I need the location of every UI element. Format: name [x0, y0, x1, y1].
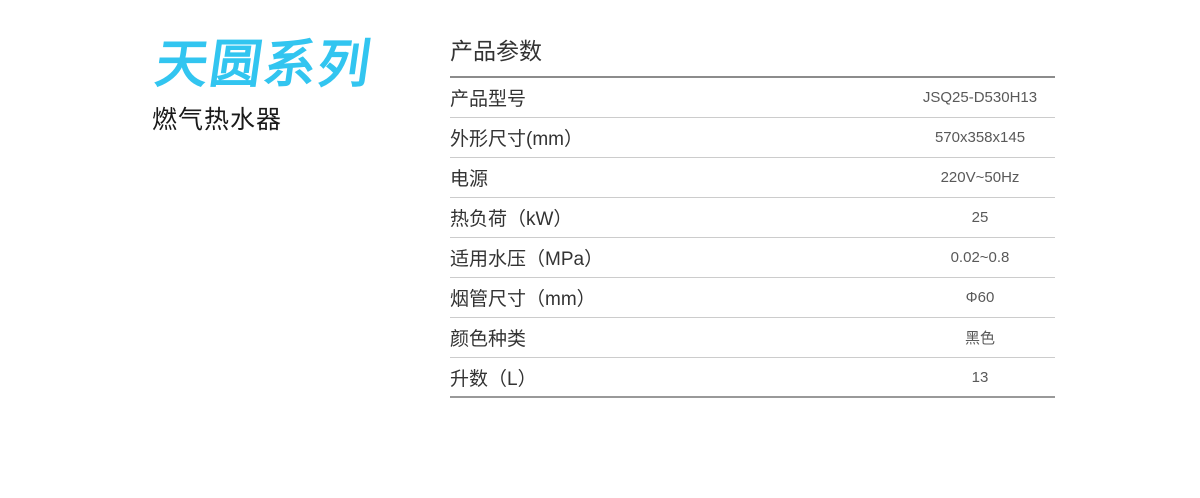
spec-row-color: 颜色种类 黑色 — [450, 318, 1055, 358]
spec-row-model: 产品型号 JSQ25-D530H13 — [450, 78, 1055, 118]
spec-panel: 产品参数 产品型号 JSQ25-D530H13 外形尺寸(mm） 570x358… — [450, 40, 1055, 398]
spec-label: 电源 — [450, 169, 489, 190]
spec-value: 0.02~0.8 — [950, 249, 1010, 266]
spec-label: 升数（L） — [450, 368, 537, 390]
spec-panel-title: 产品参数 — [450, 38, 542, 64]
spec-value: 570x358x145 — [934, 129, 1026, 146]
spec-row-power: 电源 220V~50Hz — [450, 158, 1055, 198]
spec-row-flue-size: 烟管尺寸（mm） Φ60 — [450, 278, 1055, 318]
spec-label: 颜色种类 — [450, 329, 527, 350]
spec-value: 25 — [971, 209, 989, 226]
spec-label: 烟管尺寸（mm） — [450, 289, 596, 310]
spec-value: 黑色 — [964, 330, 995, 347]
spec-row-water-pressure: 适用水压（MPa） 0.02~0.8 — [450, 238, 1055, 278]
spec-label: 外形尺寸(mm） — [450, 129, 583, 150]
series-title: 天圆系列 — [152, 36, 377, 94]
spec-row-heat-load: 热负荷（kW） 25 — [450, 198, 1055, 238]
spec-label: 适用水压（MPa） — [450, 249, 604, 270]
product-type-subtitle: 燃气热水器 — [152, 106, 283, 134]
spec-value: 220V~50Hz — [940, 169, 1020, 186]
spec-row-liters: 升数（L） 13 — [450, 358, 1055, 398]
spec-label: 产品型号 — [450, 89, 527, 110]
spec-value: 13 — [971, 368, 989, 386]
spec-label: 热负荷（kW） — [450, 209, 573, 230]
spec-value: JSQ25-D530H13 — [922, 89, 1038, 106]
spec-table: 产品型号 JSQ25-D530H13 外形尺寸(mm） 570x358x145 … — [450, 76, 1055, 398]
spec-value: Φ60 — [965, 289, 995, 306]
brand-block: 天圆系列 燃气热水器 — [152, 36, 432, 134]
spec-row-dimensions: 外形尺寸(mm） 570x358x145 — [450, 118, 1055, 158]
